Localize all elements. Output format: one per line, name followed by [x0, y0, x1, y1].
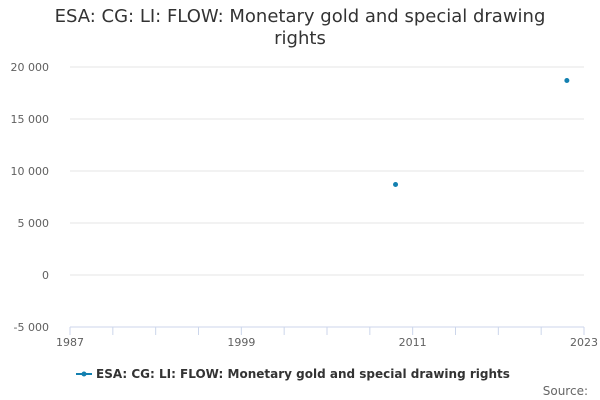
- grid-layer: [70, 66, 584, 328]
- y-tick-label: 10 000: [11, 165, 50, 178]
- y-tick-label: 0: [42, 269, 49, 282]
- chart-title: ESA: CG: LI: FLOW: Monetary gold and spe…: [54, 6, 546, 49]
- y-tick-label: -5 000: [14, 321, 49, 334]
- y-tick-label: 15 000: [11, 113, 50, 126]
- x-axis: [69, 326, 585, 335]
- data-series[interactable]: [393, 78, 570, 188]
- data-point[interactable]: [564, 78, 570, 84]
- x-tick-label: 2023: [570, 336, 598, 349]
- y-axis: 20 000 15 000 10 000 5 000 0 -5 000: [11, 61, 50, 334]
- source-credit[interactable]: Source:: [543, 384, 588, 398]
- x-tick-label: 2011: [399, 336, 427, 349]
- legend-symbol-marker: [81, 371, 87, 377]
- x-axis-labels: 1987 1999 2011 2023: [56, 336, 598, 349]
- y-tick-label: 5 000: [18, 217, 50, 230]
- legend-item-label[interactable]: ESA: CG: LI: FLOW: Monetary gold and spe…: [96, 367, 510, 381]
- legend[interactable]: ESA: CG: LI: FLOW: Monetary gold and spe…: [76, 367, 510, 381]
- data-point[interactable]: [393, 182, 399, 188]
- y-tick-label: 20 000: [11, 61, 50, 74]
- x-tick-label: 1987: [56, 336, 84, 349]
- x-tick-label: 1999: [227, 336, 255, 349]
